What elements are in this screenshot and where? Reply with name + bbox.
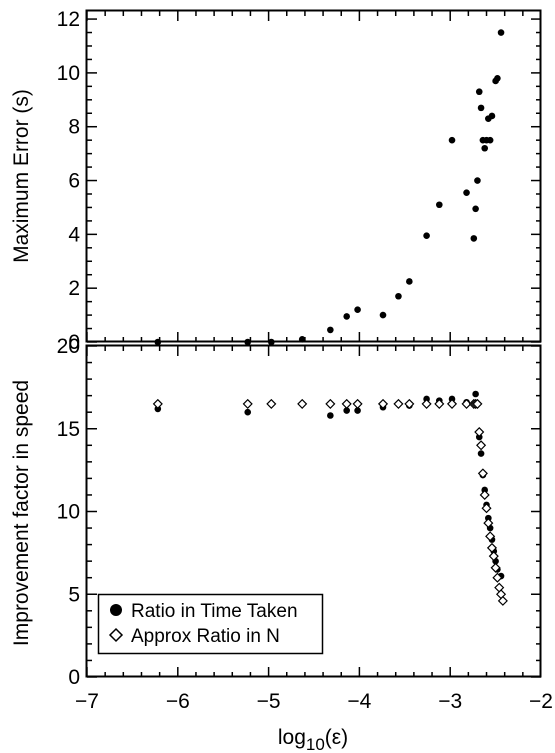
- top-y-tick-label: 4: [68, 223, 80, 246]
- data-point-circle: [494, 74, 501, 82]
- bottom-y-tick-label: 5: [68, 583, 80, 606]
- data-point-circle: [154, 338, 162, 346]
- bottom-y-tick-label: 10: [57, 501, 80, 524]
- data-point-diamond: [481, 503, 492, 514]
- bottom-y-tick-label: 15: [57, 418, 80, 441]
- data-point-circle: [477, 450, 485, 457]
- data-point-circle: [488, 112, 496, 120]
- data-point-circle: [343, 407, 350, 414]
- data-point-diamond: [341, 398, 352, 409]
- legend: Ratio in Time Taken Approx Ratio in N: [97, 593, 324, 655]
- legend-box: [97, 593, 324, 655]
- data-point-diamond: [461, 398, 472, 409]
- data-point-circle: [481, 144, 489, 152]
- top-y-tick-label: 6: [68, 170, 80, 193]
- legend-label-ratio-time: Ratio in Time Taken: [131, 601, 298, 622]
- data-point-diamond: [266, 398, 277, 409]
- data-point-circle: [327, 412, 334, 419]
- data-point-circle: [268, 338, 275, 346]
- data-point-diamond: [477, 468, 488, 479]
- top-panel-ticks: 0 2 4 6 8 10 12: [57, 8, 541, 354]
- data-point-diamond: [476, 440, 487, 451]
- x-tick-label: −4: [347, 690, 371, 713]
- top-y-tick-label: 2: [68, 277, 80, 300]
- top-y-tick-label: 10: [57, 62, 80, 85]
- data-point-circle: [463, 189, 470, 196]
- bottom-panel-ticks: 0 5 10 15 20 −7 −6 −5 −4 −3 −2: [57, 335, 553, 713]
- top-panel-points: [154, 29, 505, 346]
- data-point-circle: [436, 201, 443, 209]
- data-point-circle: [343, 313, 350, 320]
- top-y-tick-label: 12: [57, 8, 80, 31]
- data-point-diamond: [434, 398, 445, 409]
- data-point-circle: [474, 177, 481, 184]
- data-point-circle: [497, 29, 505, 36]
- data-point-diamond: [325, 398, 336, 409]
- data-point-circle: [354, 407, 361, 414]
- x-tick-label: −7: [75, 690, 99, 713]
- data-point-circle: [395, 292, 402, 300]
- top-y-tick-label: 0: [68, 331, 80, 354]
- data-point-diamond: [297, 398, 308, 409]
- data-point-diamond: [474, 427, 485, 438]
- data-point-diamond: [486, 542, 498, 553]
- data-point-diamond: [393, 398, 404, 409]
- data-point-circle: [477, 104, 485, 112]
- data-point-diamond: [483, 518, 494, 529]
- data-point-diamond: [472, 398, 483, 409]
- x-axis-label: log10(ε): [278, 726, 348, 753]
- top-panel-frame: [85, 9, 542, 343]
- data-point-circle: [244, 338, 252, 346]
- data-point-diamond: [485, 531, 496, 542]
- data-point-diamond: [446, 398, 458, 409]
- data-point-diamond: [488, 551, 499, 562]
- legend-marker-open-diamond: [108, 627, 124, 643]
- data-point-circle: [423, 232, 430, 240]
- legend-marker-filled-circle: [110, 604, 122, 616]
- bottom-y-axis-label: Improvement factor in speed: [10, 380, 33, 646]
- x-tick-label: −2: [529, 690, 553, 713]
- top-y-tick-label: 8: [68, 116, 80, 139]
- legend-label-approx-ratio: Approx Ratio in N: [131, 626, 280, 647]
- x-tick-label: −5: [257, 690, 281, 713]
- x-tick-label: −3: [438, 690, 462, 713]
- data-point-diamond: [242, 398, 253, 409]
- data-point-circle: [472, 390, 479, 398]
- data-point-circle: [486, 136, 494, 144]
- x-axis-label-subscript: 10: [306, 735, 325, 753]
- data-point-circle: [298, 336, 306, 343]
- data-point-circle: [244, 408, 252, 416]
- bottom-panel-points: [152, 390, 508, 606]
- data-point-diamond: [490, 562, 501, 573]
- data-point-circle: [354, 306, 361, 314]
- data-point-circle: [470, 235, 478, 242]
- data-point-circle: [448, 136, 456, 144]
- data-point-circle: [327, 326, 334, 334]
- data-point-circle: [406, 278, 413, 285]
- data-point-circle: [475, 88, 483, 96]
- data-point-diamond: [479, 489, 490, 500]
- data-point-diamond: [421, 398, 432, 409]
- data-point-diamond: [492, 572, 503, 583]
- data-point-diamond: [152, 398, 163, 409]
- data-point-circle: [379, 311, 387, 319]
- data-point-diamond: [404, 398, 415, 409]
- x-tick-label: −6: [166, 690, 190, 713]
- bottom-y-tick-label: 20: [57, 335, 80, 358]
- data-point-diamond: [352, 398, 363, 409]
- top-y-axis-label: Maximum Error (s): [10, 89, 33, 263]
- data-point-diamond: [497, 595, 508, 606]
- bottom-y-tick-label: 0: [68, 666, 80, 689]
- data-point-circle: [472, 205, 479, 213]
- data-point-diamond: [377, 398, 389, 409]
